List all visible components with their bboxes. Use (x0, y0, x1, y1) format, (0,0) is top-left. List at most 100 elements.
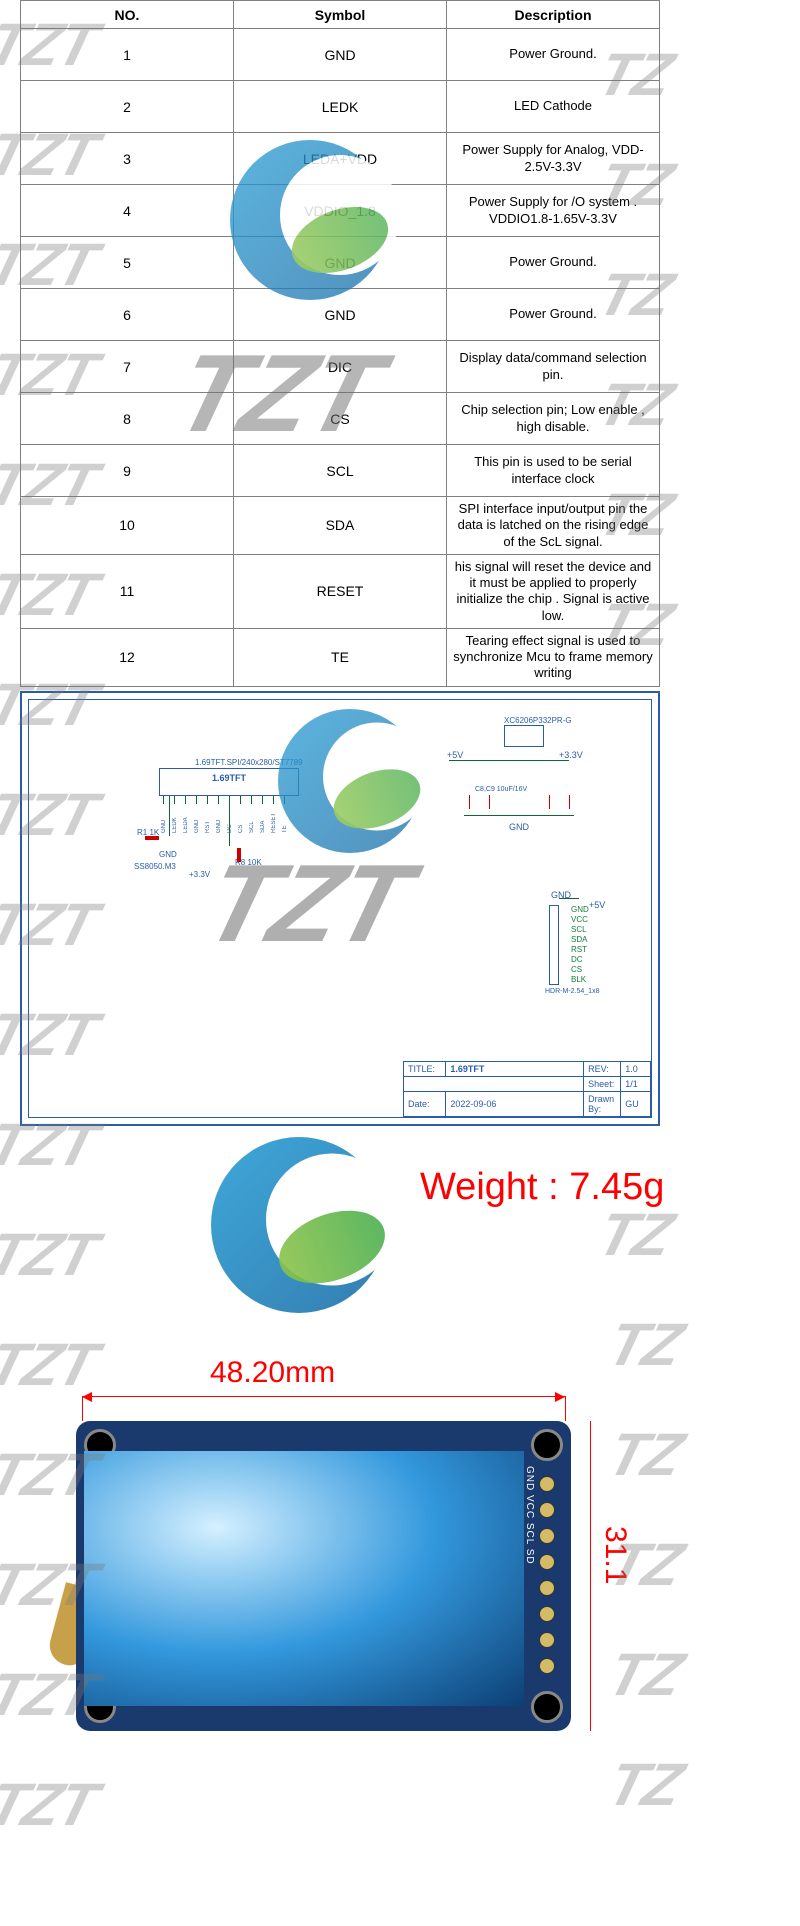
cell-description: SPI interface input/output pin the data … (447, 497, 660, 555)
header-part: HDR-M-2.54_1x8 (545, 988, 599, 995)
header-pin-label: GND (557, 905, 589, 915)
cell-description: Chip selection pin; Low enable , high di… (447, 393, 660, 445)
lcd-pin-label: RST (205, 805, 211, 833)
table-row: 5GNDPower Ground. (21, 237, 660, 289)
cell-symbol: TE (234, 628, 447, 686)
gnd-bl: GND (159, 850, 177, 859)
header-symbol: Symbol (234, 1, 447, 29)
pcb-board: GND VCC SCL SD (76, 1421, 571, 1731)
tb-drawn-label: Drawn By: (584, 1091, 621, 1116)
cell-symbol: SDA (234, 497, 447, 555)
table-row: 12TETearing effect signal is used to syn… (21, 628, 660, 686)
table-row: 7DICDisplay data/command selection pin. (21, 341, 660, 393)
table-row: 11RESEThis signal will reset the device … (21, 554, 660, 628)
module-dimensions-view: Weight : 7.45g 48.20mm GND VCC SCL SD 31… (0, 1146, 800, 1926)
pin-silk-labels: GND VCC SCL SD (524, 1466, 535, 1565)
cell-description: Power Ground. (447, 29, 660, 81)
cell-symbol: CS (234, 393, 447, 445)
tb-title-label: TITLE: (404, 1061, 446, 1076)
cell-no: 7 (21, 341, 234, 393)
v5-hdr: +5V (589, 900, 605, 910)
lcd-pin-label: GND (161, 805, 167, 833)
cell-symbol: GND (234, 237, 447, 289)
cell-symbol: RESET (234, 554, 447, 628)
lcd-pin-label: DC (227, 805, 233, 833)
gnd-hdr: GND (551, 890, 571, 900)
tb-title: 1.69TFT (446, 1061, 584, 1076)
cell-no: 9 (21, 445, 234, 497)
cell-symbol: GND (234, 289, 447, 341)
cell-symbol: SCL (234, 445, 447, 497)
tb-date: 2022-09-06 (446, 1091, 584, 1116)
pin-description-table: NO. Symbol Description 1GNDPower Ground.… (20, 0, 660, 687)
table-row: 2LEDKLED Cathode (21, 81, 660, 133)
tb-sheet: 1/1 (621, 1076, 651, 1091)
header-pin-label: RST (557, 945, 589, 955)
lcd-pin-label: LEDA (183, 805, 189, 833)
mount-hole (531, 1691, 563, 1723)
table-row: 3LEDA+VDDPower Supply for Analog, VDD-2.… (21, 133, 660, 185)
header-description: Description (447, 1, 660, 29)
tb-date-label: Date: (404, 1091, 446, 1116)
header-pin-label: VCC (557, 915, 589, 925)
cell-symbol: VDDIO_1.8 (234, 185, 447, 237)
regulator-label: XC6206P332PR-G (504, 716, 572, 725)
label-5v: +5V (447, 750, 463, 760)
cell-no: 12 (21, 628, 234, 686)
cell-no: 1 (21, 29, 234, 81)
header-pin-label: CS (557, 965, 589, 975)
header-pin-label: SDA (557, 935, 589, 945)
cell-no: 11 (21, 554, 234, 628)
cell-no: 8 (21, 393, 234, 445)
tb-rev-label: REV: (584, 1061, 621, 1076)
gnd-label-caps: GND (509, 822, 529, 832)
cell-symbol: LEDA+VDD (234, 133, 447, 185)
cell-description: Power Supply for Analog, VDD-2.5V-3.3V (447, 133, 660, 185)
table-row: 10SDASPI interface input/output pin the … (21, 497, 660, 555)
lcd-pin-label: GND (216, 805, 222, 833)
cell-no: 5 (21, 237, 234, 289)
cell-no: 2 (21, 81, 234, 133)
schematic-diagram: 1.69TFT.SPI/240x280/ST7789 1.69TFT GNDLE… (20, 691, 660, 1126)
lcd-pin-label: GND (194, 805, 200, 833)
cell-description: Display data/command selection pin. (447, 341, 660, 393)
vcc33-bl: +3.3V (189, 870, 210, 879)
header-no: NO. (21, 1, 234, 29)
table-row: 1GNDPower Ground. (21, 29, 660, 81)
cell-description: his signal will reset the device and it … (447, 554, 660, 628)
cell-symbol: DIC (234, 341, 447, 393)
header-pin-label: DC (557, 955, 589, 965)
table-row: 6GNDPower Ground. (21, 289, 660, 341)
lcd-pin-label: LEDK (172, 805, 178, 833)
cell-no: 6 (21, 289, 234, 341)
tb-sheet-label: Sheet: (584, 1076, 621, 1091)
cell-description: Tearing effect signal is used to synchro… (447, 628, 660, 686)
cell-description: LED Cathode (447, 81, 660, 133)
regulator-block (504, 725, 544, 747)
height-dimension: 31.1 (598, 1526, 632, 1584)
cell-description: Power Ground. (447, 289, 660, 341)
cell-description: Power Ground. (447, 237, 660, 289)
lcd-pin-label: SDA (260, 805, 266, 833)
table-row: 4VDDIO_1.8Power Supply for /O system . V… (21, 185, 660, 237)
lcd-pin-label: CS (238, 805, 244, 833)
mount-hole (531, 1429, 563, 1461)
table-row: 9SCLThis pin is used to be serial interf… (21, 445, 660, 497)
cell-symbol: LEDK (234, 81, 447, 133)
tb-drawn: GU (621, 1091, 651, 1116)
width-dimension: 48.20mm (210, 1356, 335, 1390)
caps-label: C8,C9 10uF/16V (475, 786, 527, 793)
lcd-screen (84, 1451, 524, 1706)
table-row: 8CSChip selection pin; Low enable , high… (21, 393, 660, 445)
cell-no: 4 (21, 185, 234, 237)
cell-description: Power Supply for /O system . VDDIO1.8-1.… (447, 185, 660, 237)
header-pin-label: BLK (557, 975, 589, 985)
cell-no: 3 (21, 133, 234, 185)
cell-no: 10 (21, 497, 234, 555)
cell-symbol: GND (234, 29, 447, 81)
header-pin-label: SCL (557, 925, 589, 935)
cell-description: This pin is used to be serial interface … (447, 445, 660, 497)
tb-rev: 1.0 (621, 1061, 651, 1076)
lcd-pin-label: SCL (249, 805, 255, 833)
transistor-label: SS8050.M3 (134, 862, 176, 871)
